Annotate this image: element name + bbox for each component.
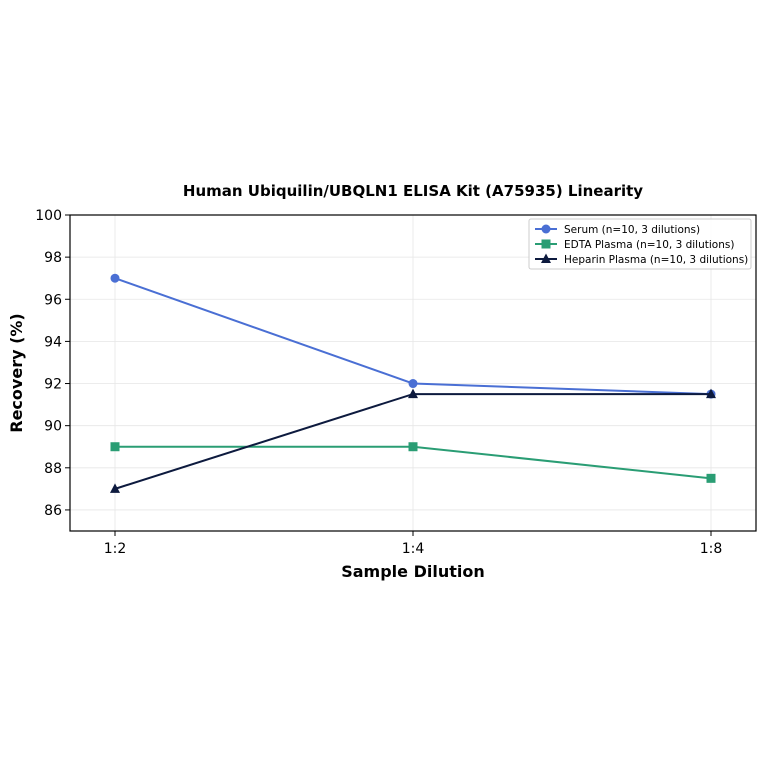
y-tick-label: 90 xyxy=(44,419,62,435)
x-tick-label: 1:8 xyxy=(700,541,723,557)
series-2 xyxy=(110,442,716,483)
data-point xyxy=(706,473,716,483)
y-tick-label: 94 xyxy=(44,334,62,350)
legend-label: Heparin Plasma (n=10, 3 dilutions) xyxy=(564,254,748,266)
data-point xyxy=(408,442,418,452)
data-point xyxy=(110,273,120,283)
legend-item: Serum (n=10, 3 dilutions) xyxy=(535,224,700,236)
series-group xyxy=(110,273,716,493)
legend-item: Heparin Plasma (n=10, 3 dilutions) xyxy=(535,253,748,266)
y-axis-label: Recovery (%) xyxy=(7,313,26,432)
y-tick-label: 100 xyxy=(35,208,62,224)
chart-title: Human Ubiquilin/UBQLN1 ELISA Kit (A75935… xyxy=(183,182,643,200)
legend-marker xyxy=(541,224,551,234)
data-point xyxy=(408,379,418,389)
ticks: 86 88 90 92 94 96 98 100 1:2 1:4 1:8 xyxy=(35,208,722,557)
data-point xyxy=(408,388,418,399)
x-tick-label: 1:4 xyxy=(402,541,425,557)
legend-item: EDTA Plasma (n=10, 3 dilutions) xyxy=(535,239,734,251)
x-tick-label: 1:2 xyxy=(104,541,127,557)
legend-marker xyxy=(541,253,551,263)
y-tick-label: 86 xyxy=(44,503,62,519)
series-3 xyxy=(110,388,716,493)
data-point xyxy=(110,483,120,493)
legend-box xyxy=(528,218,752,270)
y-tick-label: 92 xyxy=(44,377,62,393)
y-tick-label: 98 xyxy=(44,250,62,266)
y-tick-label: 88 xyxy=(44,461,62,477)
x-axis-label: Sample Dilution xyxy=(341,562,485,581)
data-point xyxy=(110,442,120,452)
data-point xyxy=(706,388,716,399)
legend-marker xyxy=(541,239,551,249)
y-tick-label: 96 xyxy=(44,292,62,308)
legend-label: Serum (n=10, 3 dilutions) xyxy=(564,224,700,236)
legend-label: EDTA Plasma (n=10, 3 dilutions) xyxy=(564,239,734,251)
legend: Serum (n=10, 3 dilutions) EDTA Plasma (n=… xyxy=(528,218,752,270)
